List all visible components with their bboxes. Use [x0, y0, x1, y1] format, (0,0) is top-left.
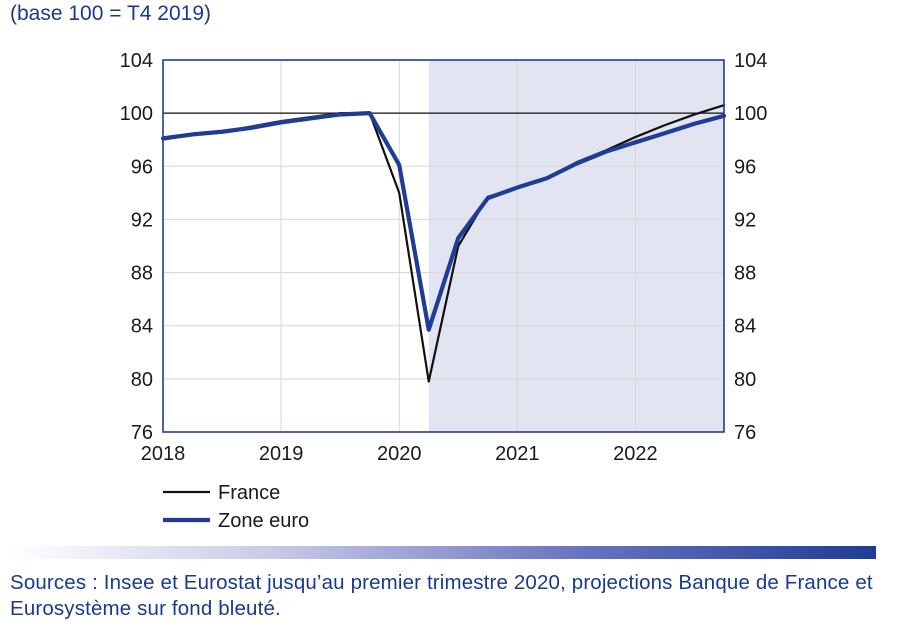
legend-label: France: [218, 482, 280, 504]
y-tick-label-left: 96: [131, 156, 153, 178]
y-tick-label-left: 88: [131, 263, 153, 285]
chart-subtitle: (base 100 = T4 2019): [10, 2, 212, 25]
x-tick-label: 2022: [613, 443, 658, 465]
sources-note: Sources : Insee et Eurostat jusqu’au pre…: [10, 571, 873, 620]
plot-frame: [162, 59, 725, 433]
x-tick-label: 2018: [141, 443, 186, 465]
y-tick-label-right: 92: [734, 209, 756, 231]
x-tick-label: 2020: [377, 443, 422, 465]
decorative-gradient-bar: [8, 546, 876, 559]
y-tick-label-right: 96: [734, 156, 756, 178]
x-tick-label: 2021: [495, 443, 540, 465]
y-tick-label-right: 76: [734, 422, 756, 444]
y-tick-label-left: 76: [131, 422, 153, 444]
y-tick-label-left: 100: [120, 103, 153, 125]
line-chart: 104 100 96 92 88 84 80 76 104 100 96 92 88 84 80 76 20…: [120, 50, 768, 532]
projection-band: [428, 60, 724, 432]
y-tick-label-left: 92: [131, 209, 153, 231]
y-tick-label-right: 104: [734, 50, 767, 72]
y-tick-label-right: 88: [734, 263, 756, 285]
series-line-zone-euro: [160, 111, 727, 332]
legend-label: Zone euro: [218, 510, 309, 532]
y-tick-label-right: 100: [734, 103, 767, 125]
y-tick-label-right: 84: [734, 316, 756, 338]
y-tick-label-right: 80: [734, 369, 756, 391]
x-tick-label: 2019: [259, 443, 304, 465]
y-tick-label-left: 80: [131, 369, 153, 391]
y-tick-label-left: 84: [131, 316, 153, 338]
y-tick-label-left: 104: [120, 50, 153, 72]
